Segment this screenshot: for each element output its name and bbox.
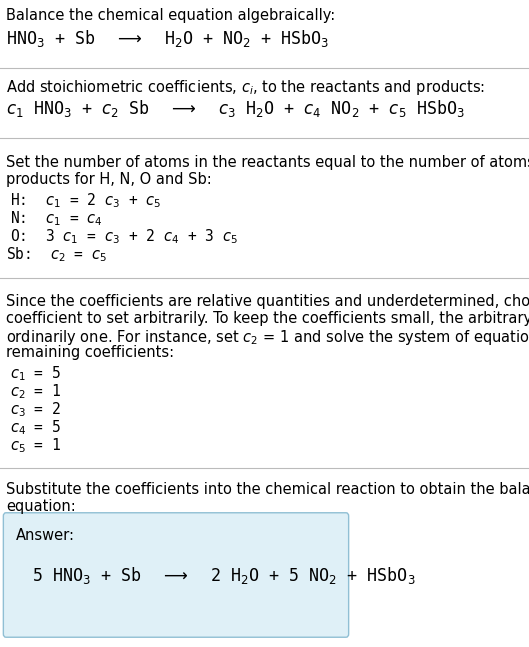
Text: N:  $c_1$ = $c_4$: N: $c_1$ = $c_4$: [10, 209, 103, 228]
Text: $c_4$ = 5: $c_4$ = 5: [10, 418, 61, 437]
Text: $c_5$ = 1: $c_5$ = 1: [10, 436, 61, 455]
Text: H:  $c_1$ = 2 $c_3$ + $c_5$: H: $c_1$ = 2 $c_3$ + $c_5$: [10, 191, 161, 210]
Text: Answer:: Answer:: [16, 528, 75, 543]
Text: ordinarily one. For instance, set $c_2$ = 1 and solve the system of equations fo: ordinarily one. For instance, set $c_2$ …: [6, 328, 529, 347]
Text: Since the coefficients are relative quantities and underdetermined, choose a: Since the coefficients are relative quan…: [6, 294, 529, 309]
Text: HNO$_3$ + Sb  $\longrightarrow$  H$_2$O + NO$_2$ + HSbO$_3$: HNO$_3$ + Sb $\longrightarrow$ H$_2$O + …: [6, 28, 330, 49]
Text: Set the number of atoms in the reactants equal to the number of atoms in the: Set the number of atoms in the reactants…: [6, 155, 529, 170]
Text: $c_2$ = 1: $c_2$ = 1: [10, 382, 61, 400]
Text: Add stoichiometric coefficients, $c_i$, to the reactants and products:: Add stoichiometric coefficients, $c_i$, …: [6, 78, 485, 97]
Text: coefficient to set arbitrarily. To keep the coefficients small, the arbitrary va: coefficient to set arbitrarily. To keep …: [6, 311, 529, 326]
Text: O:  3 $c_1$ = $c_3$ + 2 $c_4$ + 3 $c_5$: O: 3 $c_1$ = $c_3$ + 2 $c_4$ + 3 $c_5$: [10, 227, 238, 246]
Text: remaining coefficients:: remaining coefficients:: [6, 345, 174, 360]
Text: equation:: equation:: [6, 499, 76, 514]
Text: $c_1$ = 5: $c_1$ = 5: [10, 364, 61, 382]
Text: Substitute the coefficients into the chemical reaction to obtain the balanced: Substitute the coefficients into the che…: [6, 482, 529, 497]
Text: Sb:  $c_2$ = $c_5$: Sb: $c_2$ = $c_5$: [6, 245, 107, 264]
Text: 5 HNO$_3$ + Sb  $\longrightarrow$  2 H$_2$O + 5 NO$_2$ + HSbO$_3$: 5 HNO$_3$ + Sb $\longrightarrow$ 2 H$_2$…: [32, 565, 415, 586]
Text: $c_3$ = 2: $c_3$ = 2: [10, 400, 61, 419]
Text: $c_1$ HNO$_3$ + $c_2$ Sb  $\longrightarrow$  $c_3$ H$_2$O + $c_4$ NO$_2$ + $c_5$: $c_1$ HNO$_3$ + $c_2$ Sb $\longrightarro…: [6, 98, 464, 119]
Text: Balance the chemical equation algebraically:: Balance the chemical equation algebraica…: [6, 8, 335, 23]
Text: products for H, N, O and Sb:: products for H, N, O and Sb:: [6, 172, 212, 187]
